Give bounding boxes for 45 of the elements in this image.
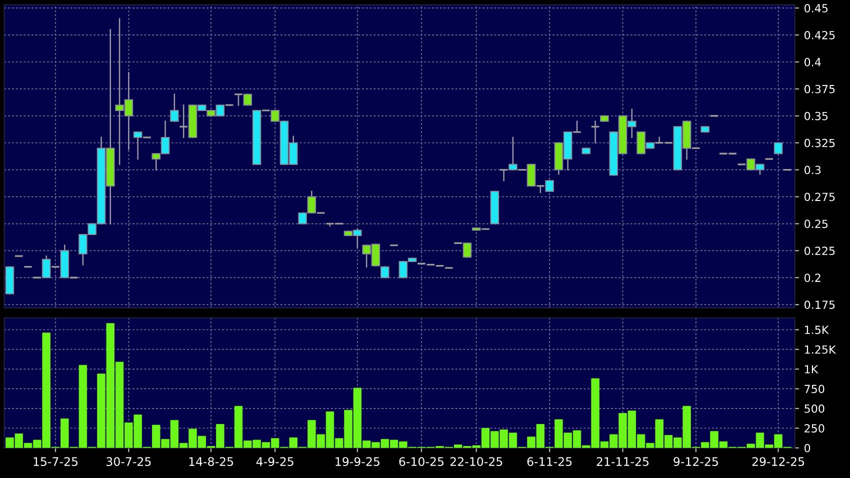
candlestick xyxy=(774,142,783,154)
candlestick xyxy=(380,266,390,278)
x-tick-label: 19-9-25 xyxy=(336,457,380,466)
y-tick-label: 0.25 xyxy=(804,220,828,228)
candlestick xyxy=(526,164,536,187)
candlestick xyxy=(234,93,244,106)
candlestick xyxy=(243,94,252,106)
y-tick-label: 0.275 xyxy=(804,192,835,202)
candlestick xyxy=(499,168,509,182)
candlestick xyxy=(462,242,472,258)
y-tick-label: 500 xyxy=(804,404,824,413)
candlestick xyxy=(590,120,600,144)
x-tick-label: 4-9-25 xyxy=(256,457,294,466)
y-tick-label: 1.25K xyxy=(805,345,836,354)
x-tick-label: 29-12-25 xyxy=(752,457,804,466)
x-tick-label: 9-12-25 xyxy=(674,457,718,466)
y-tick-label: 0.425 xyxy=(804,30,835,40)
candlestick xyxy=(508,136,518,170)
candlestick xyxy=(170,94,179,122)
y-tick-label: 0.4 xyxy=(804,58,821,66)
x-tick-label: 22-10-25 xyxy=(450,457,502,466)
y-tick-label: 0.375 xyxy=(804,84,835,94)
candlestick xyxy=(42,255,51,278)
y-tick-label: 750 xyxy=(804,384,824,394)
x-tick-label: 15-7-25 xyxy=(34,457,78,466)
x-tick-label: 21-11-25 xyxy=(596,457,649,466)
y-tick-label: 0.2 xyxy=(804,274,820,282)
candlestick xyxy=(133,131,142,160)
y-tick-label: 0.45 xyxy=(804,4,828,12)
y-tick-label: 1.5K xyxy=(805,326,829,334)
x-tick-label: 6-11-25 xyxy=(527,457,572,466)
y-tick-label: 0.225 xyxy=(804,246,835,256)
x-tick-label: 14-8-25 xyxy=(189,457,234,466)
y-tick-label: 0.3 xyxy=(804,166,821,174)
y-tick-label: 0 xyxy=(804,444,810,452)
x-tick-label: 6-10-25 xyxy=(399,457,444,466)
y-tick-label: 0.325 xyxy=(804,138,835,148)
x-tick-label: 30-7-25 xyxy=(106,457,151,466)
y-tick-label: 0.35 xyxy=(804,112,828,120)
candlestick xyxy=(545,180,554,192)
candlestick xyxy=(178,104,188,138)
candlestick xyxy=(572,120,582,133)
y-tick-label: 250 xyxy=(804,424,824,433)
y-tick-label: 1K xyxy=(805,365,818,374)
y-tick-label: 0.175 xyxy=(804,300,835,309)
